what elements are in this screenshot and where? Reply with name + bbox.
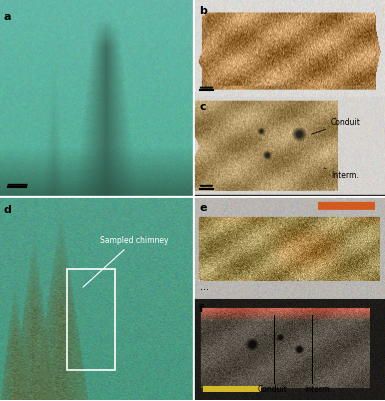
Text: b: b: [199, 6, 207, 16]
Text: Conduit: Conduit: [311, 118, 361, 134]
Text: a: a: [4, 12, 12, 22]
Text: Conduit: Conduit: [258, 385, 288, 394]
Text: e: e: [199, 203, 206, 213]
Text: d: d: [4, 205, 12, 215]
Text: f: f: [199, 304, 204, 314]
Text: c: c: [199, 102, 206, 112]
Bar: [67, 269, 115, 370]
Text: ...: ...: [200, 282, 209, 292]
Text: Interm.: Interm.: [324, 168, 359, 180]
Text: Interm.: Interm.: [304, 385, 332, 394]
Text: Sampled chimney: Sampled chimney: [83, 236, 169, 287]
